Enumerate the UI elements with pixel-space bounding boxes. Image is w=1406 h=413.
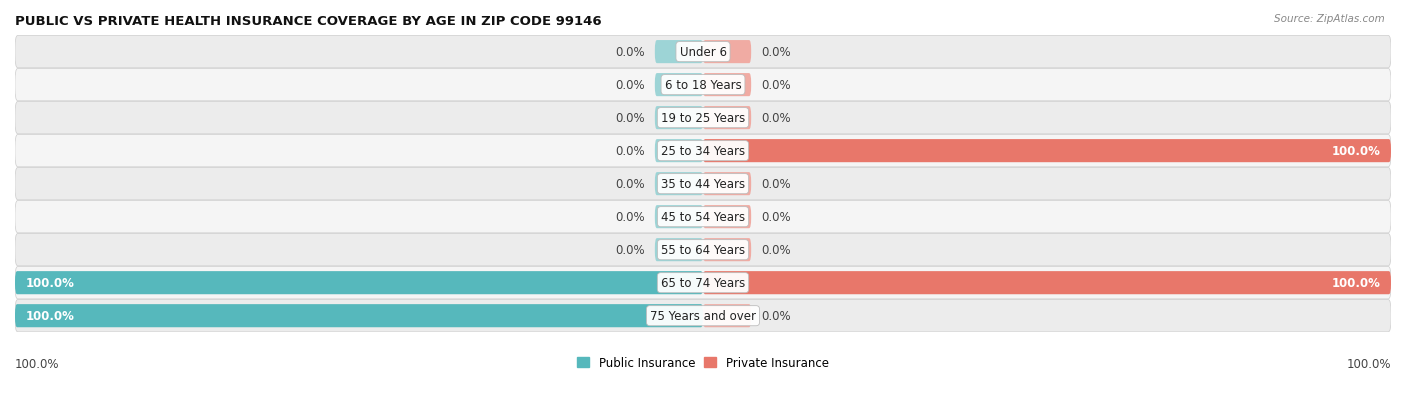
FancyBboxPatch shape <box>15 300 1391 332</box>
Text: 35 to 44 Years: 35 to 44 Years <box>661 178 745 191</box>
FancyBboxPatch shape <box>703 107 751 130</box>
FancyBboxPatch shape <box>655 74 703 97</box>
Text: Source: ZipAtlas.com: Source: ZipAtlas.com <box>1274 14 1385 24</box>
Text: 100.0%: 100.0% <box>1347 357 1391 370</box>
FancyBboxPatch shape <box>703 41 751 64</box>
Text: 0.0%: 0.0% <box>762 309 792 323</box>
Text: 0.0%: 0.0% <box>614 145 644 158</box>
Text: 0.0%: 0.0% <box>614 244 644 256</box>
Text: 0.0%: 0.0% <box>762 79 792 92</box>
Text: 65 to 74 Years: 65 to 74 Years <box>661 277 745 290</box>
Text: 0.0%: 0.0% <box>762 112 792 125</box>
Text: 0.0%: 0.0% <box>614 79 644 92</box>
FancyBboxPatch shape <box>15 102 1391 135</box>
FancyBboxPatch shape <box>15 36 1391 69</box>
FancyBboxPatch shape <box>703 304 751 328</box>
Text: 75 Years and over: 75 Years and over <box>650 309 756 323</box>
FancyBboxPatch shape <box>15 271 703 294</box>
Text: 100.0%: 100.0% <box>1331 145 1381 158</box>
FancyBboxPatch shape <box>15 168 1391 200</box>
Text: 0.0%: 0.0% <box>762 211 792 223</box>
FancyBboxPatch shape <box>703 239 751 261</box>
Text: 100.0%: 100.0% <box>1331 277 1381 290</box>
Text: 100.0%: 100.0% <box>25 277 75 290</box>
Text: 100.0%: 100.0% <box>15 357 59 370</box>
FancyBboxPatch shape <box>655 41 703 64</box>
Text: 0.0%: 0.0% <box>614 46 644 59</box>
Text: 25 to 34 Years: 25 to 34 Years <box>661 145 745 158</box>
Text: 0.0%: 0.0% <box>614 178 644 191</box>
FancyBboxPatch shape <box>703 74 751 97</box>
Text: 6 to 18 Years: 6 to 18 Years <box>665 79 741 92</box>
Text: 0.0%: 0.0% <box>762 46 792 59</box>
Text: 100.0%: 100.0% <box>25 309 75 323</box>
FancyBboxPatch shape <box>655 206 703 229</box>
Text: PUBLIC VS PRIVATE HEALTH INSURANCE COVERAGE BY AGE IN ZIP CODE 99146: PUBLIC VS PRIVATE HEALTH INSURANCE COVER… <box>15 15 602 28</box>
Text: 19 to 25 Years: 19 to 25 Years <box>661 112 745 125</box>
Text: Under 6: Under 6 <box>679 46 727 59</box>
Text: 0.0%: 0.0% <box>614 112 644 125</box>
FancyBboxPatch shape <box>703 206 751 229</box>
Legend: Public Insurance, Private Insurance: Public Insurance, Private Insurance <box>572 351 834 374</box>
FancyBboxPatch shape <box>15 304 703 328</box>
FancyBboxPatch shape <box>15 267 1391 299</box>
FancyBboxPatch shape <box>655 239 703 261</box>
FancyBboxPatch shape <box>655 140 703 163</box>
Text: 55 to 64 Years: 55 to 64 Years <box>661 244 745 256</box>
Text: 0.0%: 0.0% <box>614 211 644 223</box>
Text: 0.0%: 0.0% <box>762 178 792 191</box>
FancyBboxPatch shape <box>15 234 1391 266</box>
FancyBboxPatch shape <box>703 173 751 196</box>
FancyBboxPatch shape <box>703 140 1391 163</box>
FancyBboxPatch shape <box>703 271 1391 294</box>
Text: 0.0%: 0.0% <box>762 244 792 256</box>
FancyBboxPatch shape <box>655 173 703 196</box>
FancyBboxPatch shape <box>15 201 1391 233</box>
FancyBboxPatch shape <box>655 107 703 130</box>
FancyBboxPatch shape <box>15 135 1391 167</box>
FancyBboxPatch shape <box>15 69 1391 102</box>
Text: 45 to 54 Years: 45 to 54 Years <box>661 211 745 223</box>
